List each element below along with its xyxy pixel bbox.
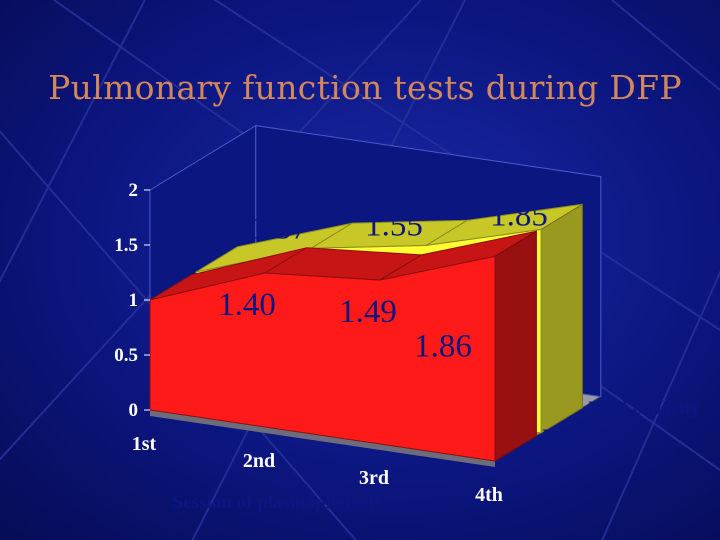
x-category-label: 2nd [243, 450, 275, 472]
series-label: Vital capacity [588, 398, 700, 419]
data-label: 1.85 [490, 198, 548, 234]
x-axis-title: Session of plasmapheresis [173, 492, 382, 513]
chart-series [149, 203, 583, 462]
series-end-cap [540, 203, 583, 434]
series-end-cap [494, 230, 537, 462]
series-pimax [149, 230, 537, 462]
data-label: 1.40 [218, 287, 276, 323]
chart-axes: 0 0.5 1 1.5 2 1st 2nd 3rd 4th Session of plasmaph… [114, 180, 503, 513]
slide-title: Pulmonary function tests during DFP [48, 68, 682, 107]
x-category-label: 1st [132, 433, 157, 455]
y-tick-label: 2 [129, 180, 139, 201]
data-label: 1.86 [414, 328, 472, 364]
data-label: 1.37 [250, 210, 308, 246]
y-tick-label: 1.5 [114, 235, 138, 256]
chart-floor-edge [150, 410, 495, 467]
y-tick-label: 0.5 [114, 345, 138, 366]
y-tick-label: 1 [129, 290, 139, 311]
x-category-label: 4th [475, 484, 503, 506]
data-label: 1.55 [365, 208, 423, 244]
y-tick-label: 0 [129, 400, 139, 421]
data-label: 1.49 [339, 294, 397, 330]
x-category-label: 3rd [359, 467, 389, 489]
chart-labels: 1.37 1.55 1.85 Vital capacity 1.40 1.49 1.86 Pi… [218, 198, 700, 447]
series-label: Pimax [542, 426, 594, 447]
